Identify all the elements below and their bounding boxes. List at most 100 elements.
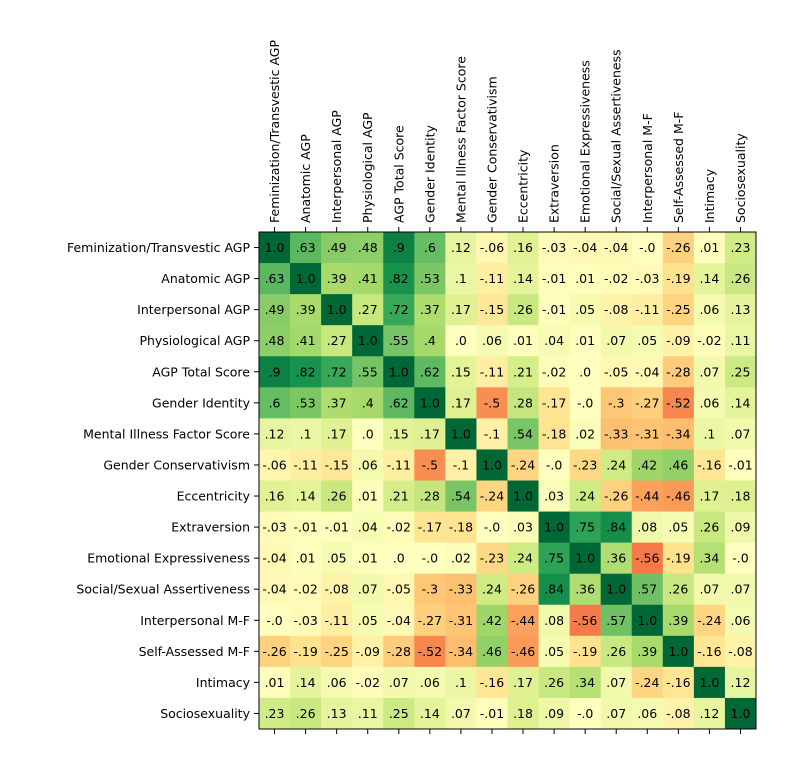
heatmap-cell [414,511,446,544]
cell-value-label: -.27 [418,613,442,628]
cell-value-label: -.0 [266,613,282,628]
heatmap-cell [631,635,664,668]
cell-value-label: -.52 [666,395,690,410]
cell-value-label: -.19 [573,644,597,659]
heatmap-cell [600,511,633,544]
cell-value-label: -.09 [356,644,380,659]
y-tick-label: Sociosexuality [160,706,250,721]
cell-value-label: .28 [420,489,440,504]
cell-value-label: .04 [358,520,378,535]
heatmap-cell [476,418,508,450]
cell-value-label: -.0 [484,520,500,535]
heatmap-cell [569,356,602,388]
cell-value-label: -.1 [484,426,500,441]
heatmap-cell [538,263,571,295]
cell-value-label: .23 [265,706,285,721]
heatmap-cell [383,449,415,481]
heatmap-cell [538,666,571,699]
cell-value-label: -.23 [573,457,597,472]
heatmap-cell [383,697,415,730]
cell-value-label: .12 [699,706,719,721]
cell-value-label: .26 [668,582,688,597]
cell-value-label: -.04 [262,582,286,597]
heatmap-cell [414,387,446,419]
y-tick-label: Feminization/Transvestic AGP [67,240,250,255]
heatmap-cell [259,542,291,575]
x-tick-label: Social/Sexual Assertiveness [609,49,624,223]
heatmap-cell [631,480,664,513]
cell-value-label: .63 [296,240,316,255]
cell-value-label: .17 [513,675,533,690]
cell-value-label: .01 [296,551,316,566]
heatmap-cell [290,418,322,450]
cell-value-label: .14 [699,271,719,286]
cell-value-label: -.33 [604,426,628,441]
cell-value-label: .07 [731,582,751,597]
cell-value-label: .37 [327,395,347,410]
heatmap-cell [352,232,384,264]
heatmap-cell [631,511,664,544]
heatmap-cell [383,573,415,606]
cell-value-label: .08 [544,613,564,628]
heatmap-cell [600,356,633,388]
heatmap-cell [538,635,571,668]
cell-value-label: -.34 [666,426,690,441]
y-tick-label: Emotional Expressiveness [87,551,250,566]
heatmap-cell [631,387,664,419]
heatmap-cell [321,480,353,513]
cell-value-label: 1.0 [482,457,502,472]
cell-value-label: .06 [482,333,502,348]
heatmap-cell [383,666,415,699]
cell-value-label: .48 [358,240,378,255]
cell-value-label: -.08 [604,302,628,317]
heatmap-cell [662,480,695,513]
cell-value-label: -.03 [262,520,286,535]
cell-value-label: .26 [699,520,719,535]
x-tick-label: Gender Identity [422,124,437,223]
heatmap-cell [569,418,602,450]
y-tick-label: Anatomic AGP [161,271,250,286]
cell-value-label: 1.0 [451,426,471,441]
cell-value-label: -.0 [577,395,593,410]
heatmap-cell [259,666,291,699]
cell-value-label: .17 [451,302,471,317]
heatmap-cell [414,356,446,388]
y-tick-label: Extraversion [171,520,250,535]
cell-value-label: .09 [731,520,751,535]
heatmap-cell [383,418,415,450]
heatmap-cell [383,325,415,357]
heatmap-cell [290,356,322,388]
heatmap-cell [538,387,571,419]
heatmap-cell [259,573,291,606]
cell-value-label: -.08 [666,706,690,721]
heatmap-cell [662,418,695,450]
heatmap-cell [631,666,664,699]
cell-value-label: .26 [513,302,533,317]
heatmap-cell [631,449,664,481]
cell-value-label: 1.0 [389,364,409,379]
cell-value-label: .08 [637,520,657,535]
heatmap-cell [569,635,602,668]
cell-value-label: -.11 [324,613,348,628]
heatmap-cell [724,542,757,575]
cell-value-label: .14 [513,271,533,286]
heatmap-cell [569,480,602,513]
heatmap-cell [290,263,322,295]
cell-value-label: .12 [451,240,471,255]
cell-value-label: 1.0 [699,675,719,690]
heatmap-cell [445,294,477,326]
heatmap-cell [569,449,602,481]
heatmap-cell [693,697,726,730]
cell-value-label: .21 [513,364,533,379]
heatmap-cell [290,511,322,544]
heatmap-cell [290,480,322,513]
cell-value-label: 1.0 [296,271,316,286]
cell-value-label: 1.0 [265,240,285,255]
cell-value-label: -.31 [449,613,473,628]
cell-value-label: .62 [389,395,409,410]
heatmap-cell [693,511,726,544]
heatmap-cell [414,635,446,668]
heatmap-cell [383,480,415,513]
cell-value-label: .1 [703,426,715,441]
heatmap-cell [445,418,477,450]
